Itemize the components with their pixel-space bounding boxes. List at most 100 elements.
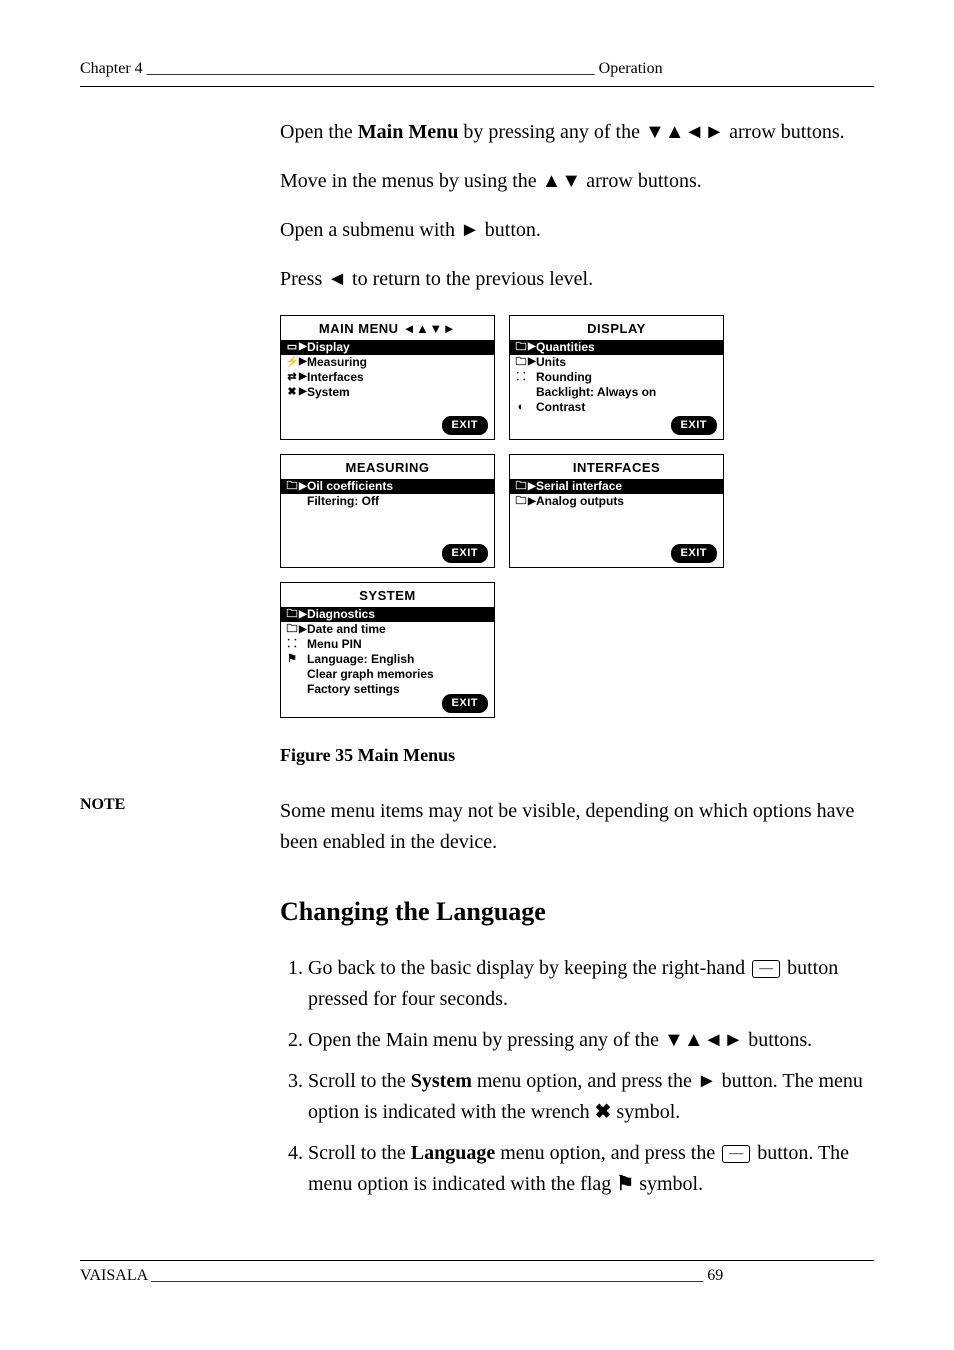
lcd-exit-button: EXIT [442, 544, 488, 563]
step-text: Scroll to the [308, 1142, 411, 1164]
lcd-spacer [281, 509, 494, 543]
shortcut-button-icon: — [752, 960, 780, 979]
lcd-spacer [510, 509, 723, 543]
lcd-row: ⚡▶Measuring [281, 355, 494, 370]
intro-p3: Open a submenu with ► button. [280, 215, 874, 246]
lcd-row-label: Quantities [536, 340, 719, 355]
lcd-row: Filtering: Off [281, 494, 494, 509]
lcd-row-label: Diagnostics [307, 607, 490, 622]
lcd-row-label: Language: English [307, 652, 490, 667]
lcd-row: 🗀▶Analog outputs [510, 494, 723, 509]
interfaces-icon: ⇄ [285, 371, 299, 385]
display-icon: ▭ [285, 341, 299, 355]
flag-icon: ⚑ [616, 1173, 634, 1195]
lcd-title: MAIN MENU ◄▲▼► [281, 316, 494, 340]
lcd-row: ⇄▶Interfaces [281, 370, 494, 385]
lcd-title: MEASURING [281, 455, 494, 479]
lcd-title: DISPLAY [510, 316, 723, 340]
lcd-row: 🗀▶Diagnostics [281, 607, 494, 622]
lcd-exit-button: EXIT [671, 416, 717, 435]
dots-icon: ⸬ [285, 638, 299, 652]
lcd-row: ⚑ Language: English [281, 652, 494, 667]
step-bold: Language [411, 1142, 495, 1164]
note-row: NOTE Some menu items may not be visible,… [80, 796, 874, 858]
lcd-row: 🗀▶Units [510, 355, 723, 370]
lcd-row: Clear graph memories [281, 667, 494, 682]
pointer-icon: ▶ [528, 341, 536, 354]
intro-p4: Press ◄ to return to the previous level. [280, 264, 874, 295]
measuring-icon: ⚡ [285, 356, 299, 370]
folder-icon: 🗀 [514, 341, 528, 355]
system-icon: ✖ [285, 386, 299, 400]
intro-p1a: Open the [280, 121, 358, 143]
contrast-icon: ◐ [514, 401, 528, 415]
figure-caption: Figure 35 Main Menus [280, 742, 874, 770]
flag-icon: ⚑ [285, 653, 299, 667]
pointer-icon: ▶ [299, 371, 307, 384]
folder-icon: 🗀 [514, 480, 528, 494]
footer-left: VAISALA ________________________________… [80, 1267, 723, 1285]
step-bold: System [411, 1070, 472, 1092]
folder-icon: 🗀 [514, 495, 528, 509]
lcd-row: 🗀▶Date and time [281, 622, 494, 637]
lcd-title: INTERFACES [510, 455, 723, 479]
step-3: Scroll to the System menu option, and pr… [308, 1066, 874, 1128]
pointer-icon: ▶ [299, 481, 307, 494]
step-text: Scroll to the [308, 1070, 411, 1092]
lcd-row: ⸬ Menu PIN [281, 637, 494, 652]
lcd-row-label: Measuring [307, 355, 490, 370]
steps-list: Go back to the basic display by keeping … [280, 953, 874, 1200]
footer: VAISALA ________________________________… [80, 1260, 874, 1285]
pointer-icon: ▶ [299, 609, 307, 622]
lcd-interfaces-menu: INTERFACES 🗀▶Serial interface 🗀▶Analog o… [509, 454, 724, 568]
lcd-row-label: Oil coefficients [307, 479, 490, 494]
step-text: symbol. [611, 1101, 680, 1123]
lcd-row-label: Date and time [307, 622, 490, 637]
lcd-row-label: Contrast [536, 400, 719, 415]
lcd-row: ▭▶Display [281, 340, 494, 355]
lcd-row-label: Serial interface [536, 479, 719, 494]
lcd-main-menu: MAIN MENU ◄▲▼► ▭▶Display ⚡▶Measuring ⇄▶I… [280, 315, 495, 440]
lcd-exit-button: EXIT [671, 544, 717, 563]
pointer-icon: ▶ [299, 341, 307, 354]
pointer-icon: ▶ [528, 356, 536, 369]
lcd-exit-button: EXIT [442, 416, 488, 435]
dots-icon: ⸬ [514, 371, 528, 385]
lcd-row-label: Filtering: Off [307, 494, 490, 509]
note-text: Some menu items may not be visible, depe… [280, 796, 874, 858]
step-text: symbol. [634, 1173, 703, 1195]
lcd-row: ◐ Contrast [510, 400, 723, 415]
lcd-system-menu: SYSTEM 🗀▶Diagnostics 🗀▶Date and time ⸬ Me… [280, 582, 495, 718]
pointer-icon: ▶ [528, 496, 536, 509]
lcd-row: ⸬ Rounding [510, 370, 723, 385]
lcd-grid: MAIN MENU ◄▲▼► ▭▶Display ⚡▶Measuring ⇄▶I… [280, 315, 750, 718]
step-text: menu option, and press the [495, 1142, 720, 1164]
step-text: Go back to the basic display by keeping … [308, 957, 750, 979]
step-4: Scroll to the Language menu option, and … [308, 1138, 874, 1200]
lcd-row: ✖▶System [281, 385, 494, 400]
shortcut-button-icon: — [722, 1145, 750, 1164]
folder-icon: 🗀 [285, 623, 299, 637]
lcd-row-label: Menu PIN [307, 637, 490, 652]
pointer-icon: ▶ [299, 624, 307, 637]
wrench-icon: ✖ [595, 1101, 612, 1123]
step-2: Open the Main menu by pressing any of th… [308, 1025, 874, 1056]
folder-icon: 🗀 [514, 356, 528, 370]
header-rule [80, 86, 874, 87]
lcd-display-menu: DISPLAY 🗀▶Quantities 🗀▶Units ⸬ Rounding B… [509, 315, 724, 440]
lcd-row-label: Clear graph memories [307, 667, 490, 682]
lcd-row: 🗀▶Oil coefficients [281, 479, 494, 494]
lcd-row: Backlight: Always on [510, 385, 723, 400]
intro-p1b: Main Menu [358, 121, 459, 143]
lcd-exit-button: EXIT [442, 694, 488, 713]
intro-p1c: by pressing any of the ▼▲◄► arrow button… [458, 121, 844, 143]
step-1: Go back to the basic display by keeping … [308, 953, 874, 1015]
intro-p2: Move in the menus by using the ▲▼ arrow … [280, 166, 874, 197]
lcd-row-label: System [307, 385, 490, 400]
lcd-title-text: MAIN MENU ◄▲▼► [319, 321, 456, 336]
lcd-row-label: Rounding [536, 370, 719, 385]
header-left: Chapter 4 ______________________________… [80, 60, 663, 78]
lcd-title: SYSTEM [281, 583, 494, 607]
pointer-icon: ▶ [528, 481, 536, 494]
intro-p1: Open the Main Menu by pressing any of th… [280, 117, 874, 148]
